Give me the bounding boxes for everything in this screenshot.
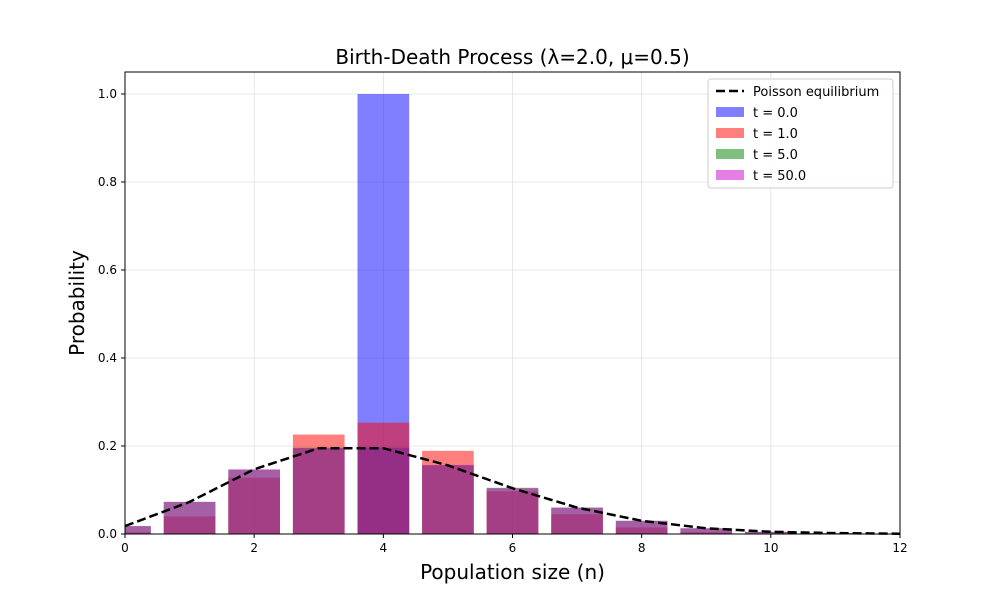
legend-swatch-series-1	[716, 128, 744, 138]
legend-label-series-0: t = 0.0	[753, 106, 798, 121]
legend-label-series-2: t = 5.0	[753, 148, 798, 163]
legend-swatch-series-3	[716, 170, 744, 180]
bar-series-3-n-5	[422, 464, 474, 534]
legend-swatch-series-0	[716, 107, 744, 117]
bar-series-3-n-1	[163, 501, 216, 534]
bar-series-3-n-10	[745, 531, 797, 534]
bar-series-3-n-2	[228, 469, 280, 534]
y-ticks: 0.0 0.2 0.4 0.6 0.8 1.0	[98, 87, 125, 541]
bar-series-3-n-6	[486, 488, 539, 534]
bar-series-3-n-4	[357, 447, 410, 534]
x-tick-label: 8	[638, 541, 646, 555]
x-tick-label: 10	[763, 541, 778, 555]
equilibrium-line-group	[124, 446, 901, 535]
y-tick-label: 0.0	[98, 527, 117, 541]
y-axis-label: Probability	[65, 250, 89, 356]
x-tick-label: 0	[121, 541, 129, 555]
y-tick-label: 0.2	[98, 439, 117, 453]
y-tick-label: 0.8	[98, 175, 117, 189]
poisson-equilibrium-line	[124, 446, 901, 535]
legend-box	[707, 78, 894, 189]
chart-title: Birth-Death Process (λ=2.0, μ=0.5)	[335, 45, 689, 69]
y-tick-label: 0.6	[98, 263, 117, 277]
legend-label-series-1: t = 1.0	[753, 127, 798, 142]
legend-swatch-series-2	[716, 149, 744, 159]
bar-series-3-n-3	[292, 448, 345, 534]
x-tick-label: 4	[380, 541, 388, 555]
x-ticks: 0 2 4 6 8 10 12	[121, 534, 908, 555]
bars	[125, 94, 900, 534]
x-tick-label: 12	[892, 541, 907, 555]
y-tick-label: 0.4	[98, 351, 117, 365]
legend-label-equilibrium: Poisson equilibrium	[753, 85, 879, 100]
bar-series-3-n-8	[615, 520, 668, 534]
legend-label-series-3: t = 50.0	[753, 169, 806, 184]
bar-series-3-n-0	[125, 526, 151, 534]
x-tick-label: 6	[509, 541, 517, 555]
x-tick-label: 2	[250, 541, 258, 555]
y-tick-label: 1.0	[98, 87, 117, 101]
legend: Poisson equilibrium t = 0.0 t = 1.0 t = 5.0…	[707, 78, 894, 189]
x-axis-label: Population size (n)	[420, 560, 605, 584]
bar-series-3-n-9	[680, 528, 733, 534]
